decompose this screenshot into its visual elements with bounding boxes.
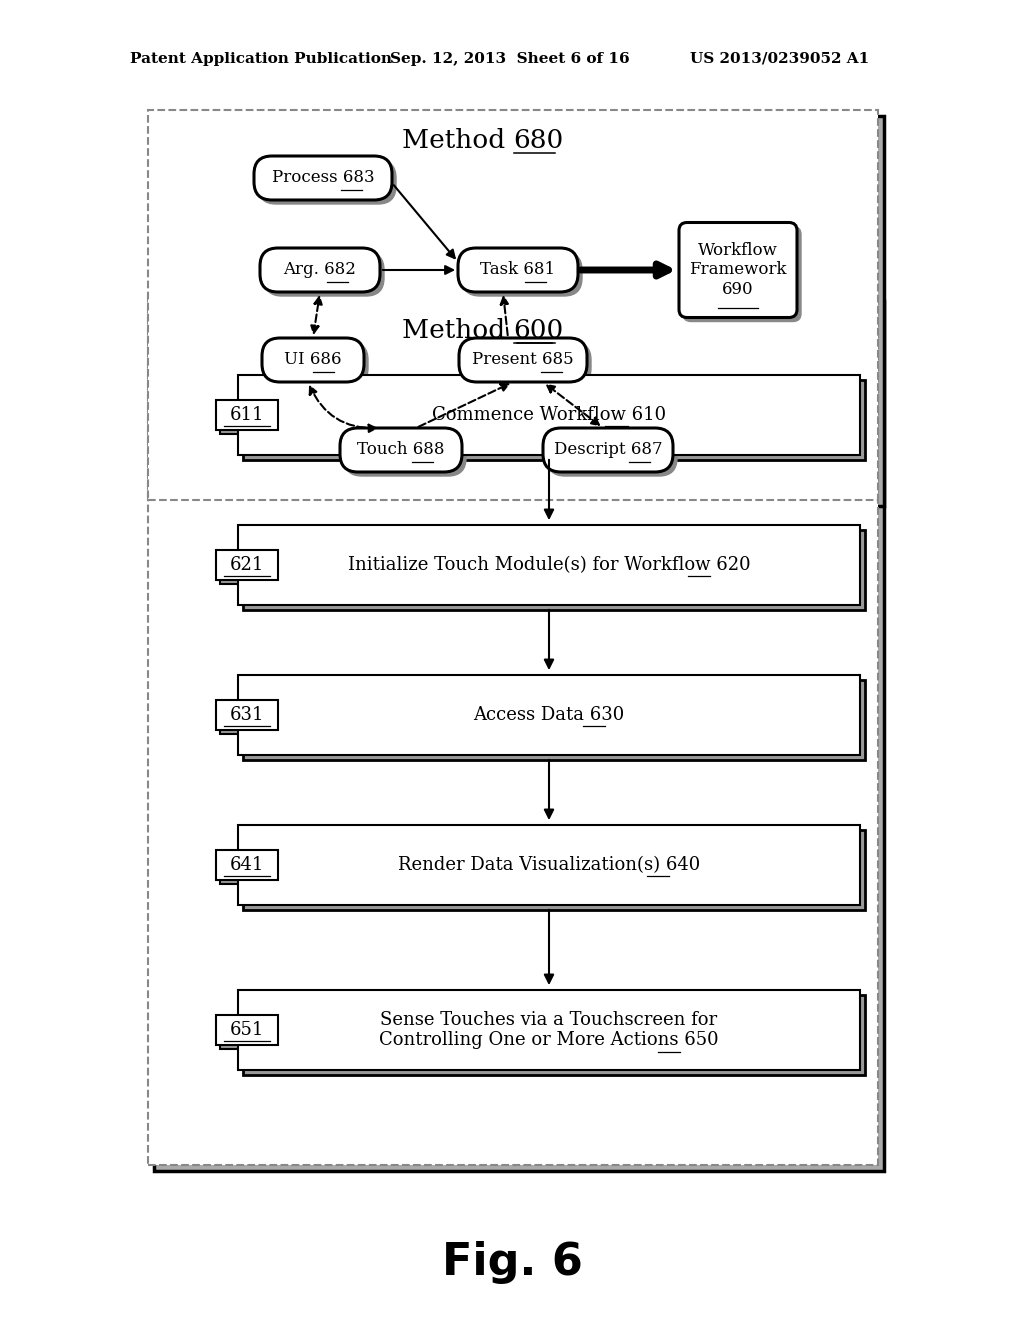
Text: Workflow
Framework
690: Workflow Framework 690 — [689, 242, 786, 298]
FancyBboxPatch shape — [547, 432, 677, 477]
FancyBboxPatch shape — [216, 550, 278, 579]
FancyBboxPatch shape — [216, 400, 278, 430]
FancyBboxPatch shape — [216, 850, 278, 880]
Text: Commence Workflow 610: Commence Workflow 610 — [432, 407, 666, 424]
Text: Render Data Visualization(s) 640: Render Data Visualization(s) 640 — [398, 855, 700, 874]
FancyBboxPatch shape — [258, 160, 396, 205]
FancyBboxPatch shape — [216, 1015, 278, 1045]
Text: Process 683: Process 683 — [271, 169, 375, 186]
FancyBboxPatch shape — [463, 342, 591, 385]
Text: 621: 621 — [229, 556, 264, 574]
FancyBboxPatch shape — [154, 116, 884, 506]
Text: Access Data 630: Access Data 630 — [473, 706, 625, 723]
FancyBboxPatch shape — [462, 252, 582, 296]
Text: 651: 651 — [229, 1020, 264, 1039]
Text: Fig. 6: Fig. 6 — [441, 1241, 583, 1283]
FancyBboxPatch shape — [683, 227, 801, 322]
FancyBboxPatch shape — [220, 554, 282, 583]
FancyBboxPatch shape — [154, 301, 884, 1171]
Text: Task 681: Task 681 — [480, 261, 556, 279]
Text: 680: 680 — [513, 128, 563, 153]
Text: Method: Method — [401, 318, 513, 342]
FancyBboxPatch shape — [266, 342, 368, 385]
Text: Method: Method — [401, 128, 513, 153]
FancyBboxPatch shape — [238, 525, 860, 605]
FancyBboxPatch shape — [238, 825, 860, 906]
FancyBboxPatch shape — [260, 248, 380, 292]
FancyBboxPatch shape — [543, 428, 673, 473]
FancyBboxPatch shape — [238, 375, 860, 455]
Text: Touch 688: Touch 688 — [357, 441, 444, 458]
Text: 600: 600 — [513, 318, 563, 342]
FancyBboxPatch shape — [344, 432, 466, 477]
Text: Sense Touches via a Touchscreen for
Controlling One or More Actions 650: Sense Touches via a Touchscreen for Cont… — [379, 1011, 719, 1049]
FancyBboxPatch shape — [458, 248, 578, 292]
FancyBboxPatch shape — [243, 531, 865, 610]
FancyBboxPatch shape — [216, 700, 278, 730]
FancyBboxPatch shape — [220, 854, 282, 884]
FancyBboxPatch shape — [340, 428, 462, 473]
Text: US 2013/0239052 A1: US 2013/0239052 A1 — [690, 51, 869, 66]
FancyBboxPatch shape — [254, 156, 392, 201]
Text: Arg. 682: Arg. 682 — [284, 261, 356, 279]
FancyBboxPatch shape — [220, 404, 282, 434]
Text: 641: 641 — [229, 855, 264, 874]
FancyBboxPatch shape — [243, 995, 865, 1074]
Text: Initialize Touch Module(s) for Workflow 620: Initialize Touch Module(s) for Workflow … — [348, 556, 751, 574]
FancyBboxPatch shape — [238, 990, 860, 1071]
FancyBboxPatch shape — [148, 294, 878, 1166]
FancyBboxPatch shape — [220, 1019, 282, 1049]
FancyBboxPatch shape — [243, 680, 865, 760]
FancyBboxPatch shape — [243, 830, 865, 909]
Text: Patent Application Publication: Patent Application Publication — [130, 51, 392, 66]
FancyBboxPatch shape — [264, 252, 384, 296]
FancyBboxPatch shape — [262, 338, 364, 381]
Text: Sep. 12, 2013  Sheet 6 of 16: Sep. 12, 2013 Sheet 6 of 16 — [390, 51, 630, 66]
FancyBboxPatch shape — [220, 704, 282, 734]
Text: Present 685: Present 685 — [472, 351, 573, 368]
FancyBboxPatch shape — [238, 675, 860, 755]
Text: Descript 687: Descript 687 — [554, 441, 663, 458]
Text: 611: 611 — [229, 407, 264, 424]
FancyBboxPatch shape — [148, 110, 878, 500]
Text: UI 686: UI 686 — [285, 351, 342, 368]
Text: 631: 631 — [229, 706, 264, 723]
FancyBboxPatch shape — [679, 223, 797, 318]
FancyBboxPatch shape — [243, 380, 865, 459]
FancyBboxPatch shape — [459, 338, 587, 381]
